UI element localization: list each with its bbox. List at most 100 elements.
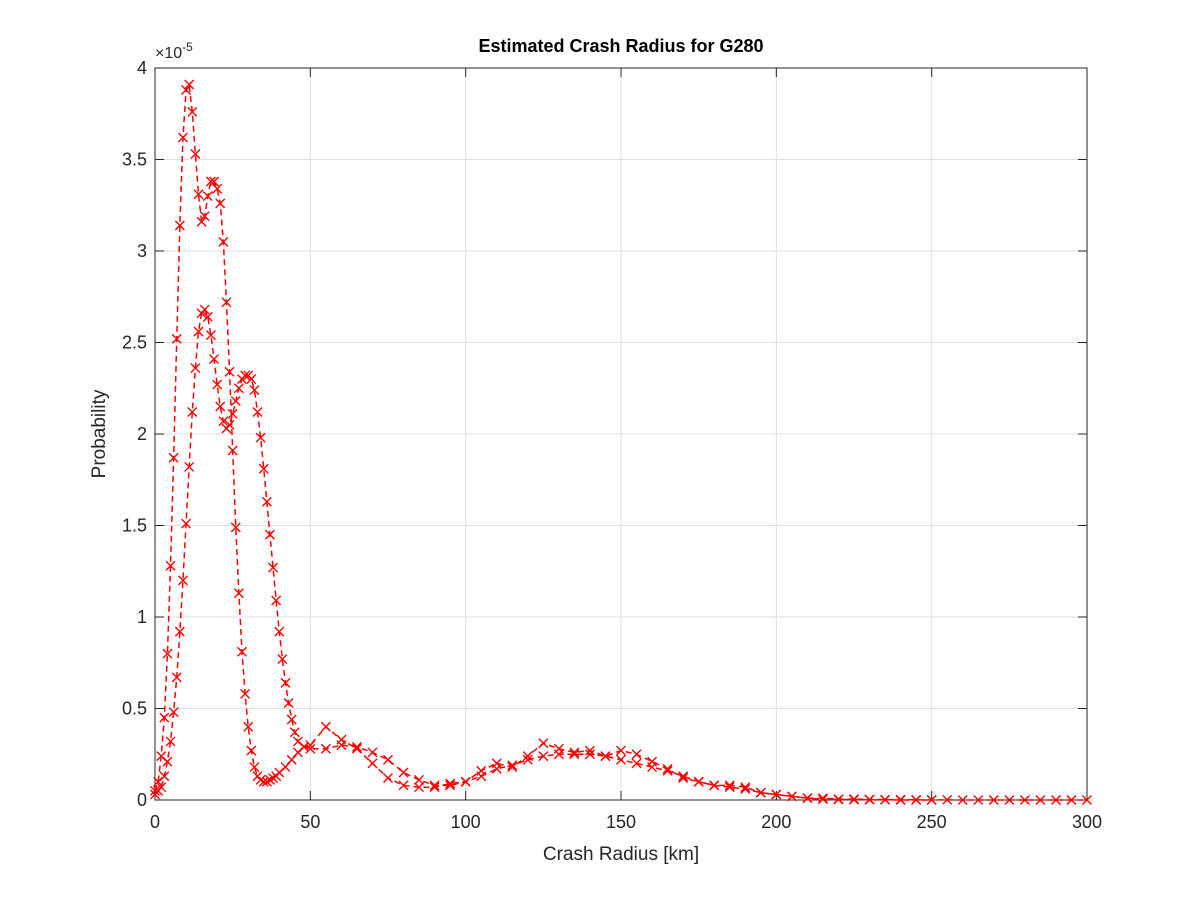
data-point-marker bbox=[491, 763, 502, 774]
data-point-marker bbox=[569, 747, 580, 758]
data-point-marker bbox=[280, 762, 291, 773]
data-point-marker bbox=[236, 646, 247, 657]
data-point-marker bbox=[187, 106, 198, 117]
data-point-marker bbox=[538, 738, 549, 749]
data-point-marker bbox=[249, 385, 260, 396]
data-point-marker bbox=[221, 297, 232, 308]
data-point-marker bbox=[159, 712, 170, 723]
series-2 bbox=[150, 304, 937, 805]
data-point-marker bbox=[162, 648, 173, 659]
data-point-marker bbox=[171, 333, 182, 344]
data-point-marker bbox=[271, 595, 282, 606]
data-point-marker bbox=[258, 463, 269, 474]
y-tick-label: 4 bbox=[137, 58, 147, 78]
data-point-marker bbox=[187, 407, 198, 418]
y-tick-label: 3 bbox=[137, 241, 147, 261]
data-point-marker bbox=[190, 149, 201, 160]
data-point-marker bbox=[230, 396, 241, 407]
data-point-marker bbox=[320, 743, 331, 754]
data-point-marker bbox=[895, 795, 906, 805]
data-point-marker bbox=[240, 370, 251, 381]
data-point-marker bbox=[336, 740, 347, 751]
data-point-marker bbox=[631, 758, 642, 769]
data-point-marker bbox=[569, 749, 580, 760]
data-point-marker bbox=[600, 751, 611, 762]
data-point-marker bbox=[351, 741, 362, 752]
data-point-marker bbox=[233, 383, 244, 394]
chart-title: Estimated Crash Radius for G280 bbox=[478, 36, 763, 56]
data-point-marker bbox=[243, 721, 254, 732]
data-point-marker bbox=[181, 84, 192, 95]
data-point-marker bbox=[261, 776, 272, 787]
data-point-marker bbox=[233, 588, 244, 599]
data-point-marker bbox=[227, 445, 238, 456]
data-point-marker bbox=[199, 211, 210, 222]
data-point-marker bbox=[165, 736, 176, 747]
data-point-marker bbox=[209, 353, 220, 364]
data-point-marker bbox=[802, 793, 813, 804]
data-point-marker bbox=[771, 789, 782, 800]
data-point-marker bbox=[351, 743, 362, 754]
data-point-marker bbox=[252, 407, 263, 418]
data-point-marker bbox=[584, 745, 595, 756]
data-point-marker bbox=[786, 791, 797, 802]
y-tick-label: 3.5 bbox=[122, 150, 147, 170]
data-point-marker bbox=[171, 672, 182, 683]
data-point-marker bbox=[280, 677, 291, 688]
data-point-marker bbox=[264, 529, 275, 540]
data-point-marker bbox=[833, 794, 844, 805]
data-point-marker bbox=[414, 782, 425, 793]
data-point-marker bbox=[184, 79, 195, 90]
data-point-marker bbox=[755, 787, 766, 798]
data-point-marker bbox=[507, 762, 518, 773]
data-point-marker bbox=[150, 785, 160, 796]
data-point-marker bbox=[616, 745, 626, 756]
data-point-marker bbox=[864, 794, 875, 805]
y-exponent-power: -5 bbox=[182, 40, 193, 54]
data-point-marker bbox=[289, 727, 300, 738]
data-point-marker bbox=[268, 562, 279, 573]
data-point-marker bbox=[255, 774, 266, 785]
data-point-marker bbox=[224, 366, 235, 377]
data-point-marker bbox=[261, 496, 272, 507]
data-point-marker bbox=[724, 782, 735, 793]
data-point-marker bbox=[1004, 795, 1015, 805]
data-point-marker bbox=[246, 745, 257, 756]
data-point-marker bbox=[724, 780, 735, 791]
y-exponent-label: ×10-5 bbox=[155, 40, 193, 62]
data-point-marker bbox=[255, 432, 266, 443]
data-point-marker bbox=[196, 216, 207, 227]
data-point-marker bbox=[429, 780, 440, 791]
data-point-marker bbox=[414, 774, 425, 785]
data-point-marker bbox=[911, 795, 922, 805]
data-point-marker bbox=[162, 756, 173, 767]
data-point-marker bbox=[230, 522, 241, 533]
data-point-marker bbox=[202, 191, 213, 202]
series-1 bbox=[150, 79, 1092, 805]
x-axis-label: Crash Radius [km] bbox=[543, 844, 699, 865]
data-point-marker bbox=[258, 776, 269, 787]
data-point-marker bbox=[476, 771, 487, 782]
x-tick-label: 250 bbox=[917, 812, 947, 832]
x-tick-label: 150 bbox=[606, 812, 636, 832]
data-point-marker bbox=[429, 782, 440, 793]
y-tick-label: 0 bbox=[137, 790, 147, 810]
y-tick-label: 0.5 bbox=[122, 699, 147, 719]
data-point-marker bbox=[1066, 795, 1077, 805]
data-point-marker bbox=[398, 767, 409, 778]
data-point-marker bbox=[299, 741, 310, 752]
data-point-marker bbox=[246, 374, 257, 385]
data-point-marker bbox=[205, 176, 216, 187]
data-point-marker bbox=[168, 707, 179, 718]
y-tick-labels: 0 0.5 1 1.5 2 2.5 3 3.5 4 bbox=[122, 58, 147, 810]
data-point-marker bbox=[177, 132, 188, 143]
data-point-marker bbox=[445, 780, 456, 791]
data-point-marker bbox=[693, 776, 704, 787]
data-point-marker bbox=[174, 220, 185, 231]
data-point-marker bbox=[218, 416, 229, 427]
x-tick-labels: 0 50 100 150 200 250 300 bbox=[150, 812, 1102, 832]
data-point-marker bbox=[264, 774, 275, 785]
y-tick-label: 1.5 bbox=[122, 516, 147, 536]
data-point-marker bbox=[1035, 795, 1046, 805]
